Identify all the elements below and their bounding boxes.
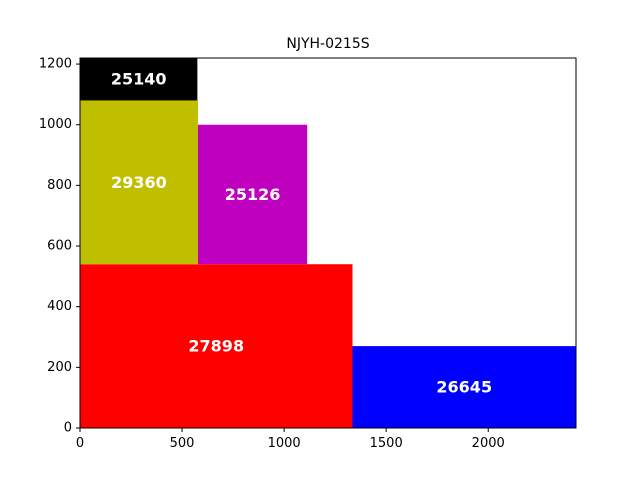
rect-29360 [80, 100, 198, 265]
y-tick-label: 1200 [39, 57, 72, 72]
y-tick-label: 200 [47, 360, 72, 375]
x-tick-label: 500 [170, 436, 195, 451]
x-tick-label: 1500 [370, 436, 403, 451]
rect-label-29360: 29360 [111, 173, 167, 192]
rect-27898 [80, 264, 353, 428]
rect-label-25126: 25126 [225, 185, 281, 204]
rect-label-27898: 27898 [188, 337, 244, 356]
rect-25126 [197, 124, 308, 265]
y-tick-label: 400 [47, 299, 72, 314]
y-tick-label: 0 [64, 421, 72, 436]
x-tick-label: 1000 [268, 436, 301, 451]
x-tick-label: 0 [76, 436, 84, 451]
y-tick-label: 800 [47, 178, 72, 193]
y-tick-label: 1000 [39, 117, 72, 132]
rect-25140 [80, 58, 198, 101]
plot-area: 27898 26645 29360 25126 25140 [80, 58, 576, 428]
x-axis: 0 500 1000 1500 2000 [76, 428, 505, 451]
rect-26645 [352, 346, 576, 428]
x-tick-label: 2000 [472, 436, 505, 451]
chart-title: NJYH-0215S [286, 36, 369, 52]
rect-label-25140: 25140 [111, 70, 167, 89]
rect-label-26645: 26645 [436, 378, 492, 397]
y-tick-label: 600 [47, 239, 72, 254]
y-axis: 0 200 400 600 800 1000 1200 [39, 57, 80, 436]
plot-frame [79, 57, 577, 429]
